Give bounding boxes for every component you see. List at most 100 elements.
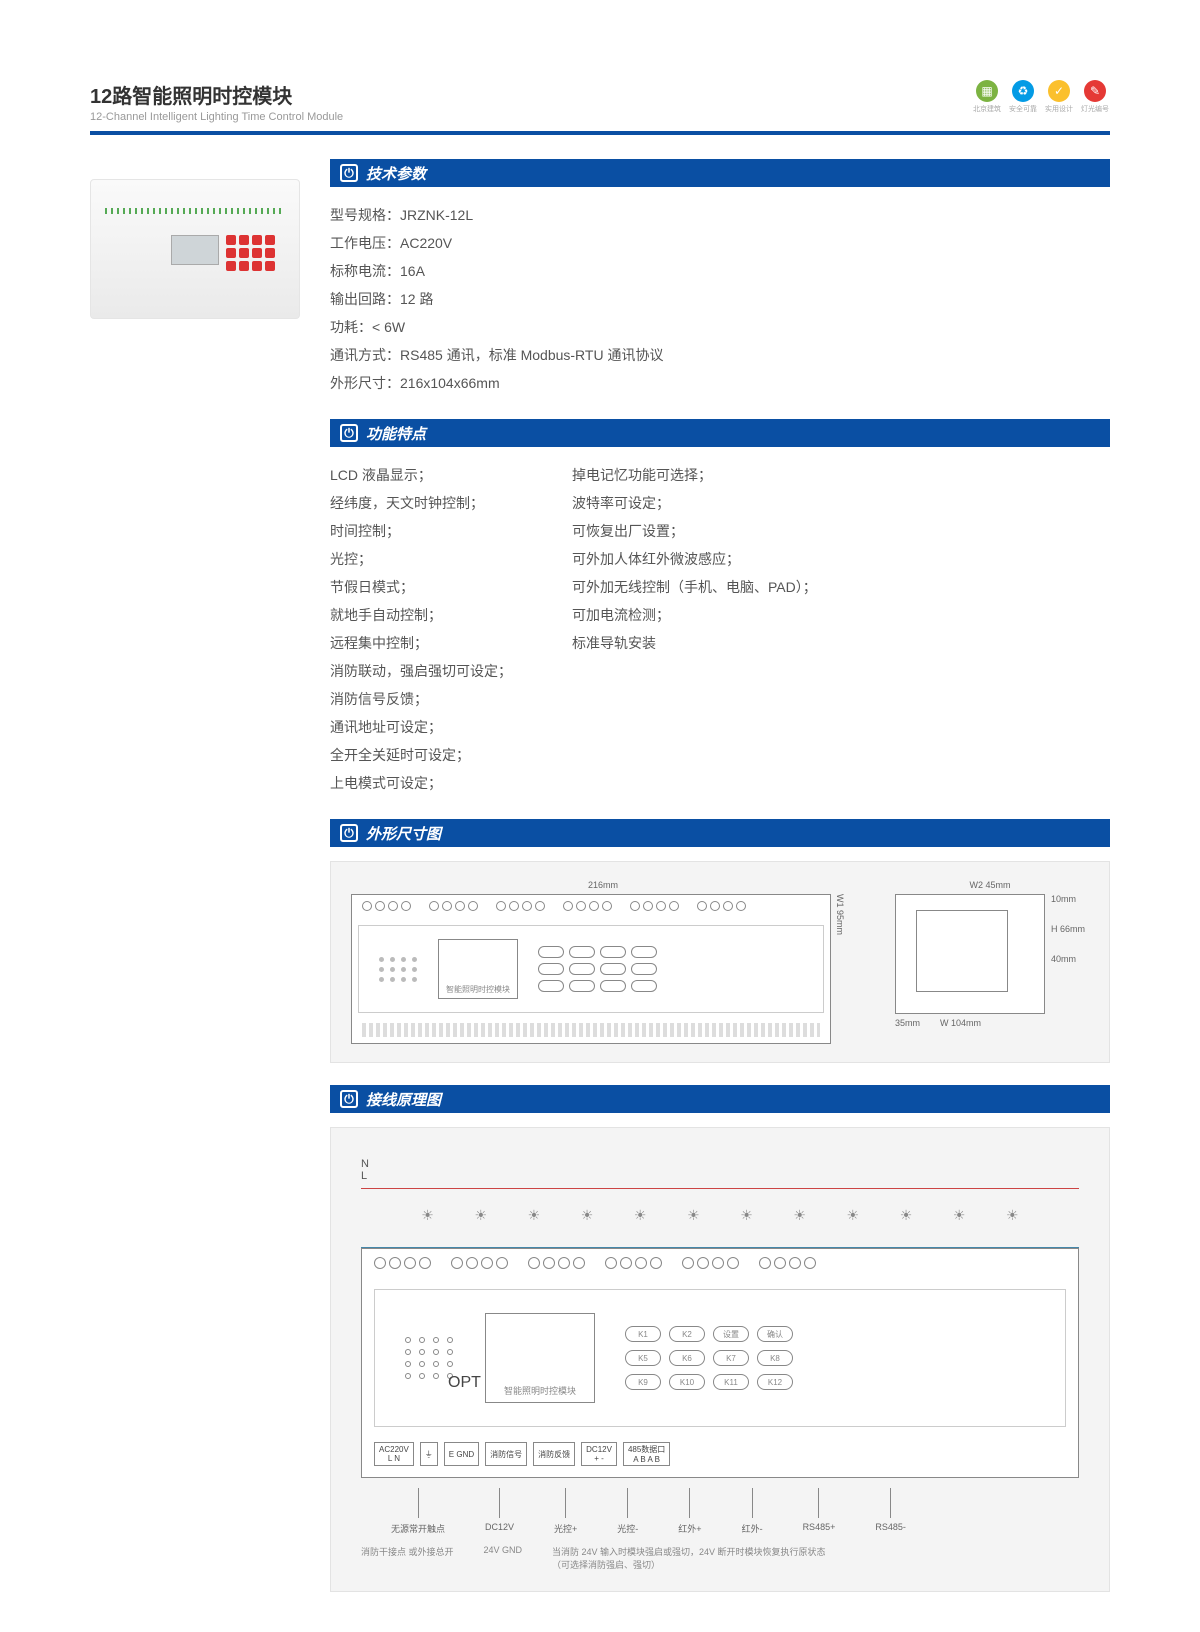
light-icon: ☀ bbox=[793, 1207, 806, 1224]
key-button: K10 bbox=[669, 1374, 705, 1390]
spec-val: RS485 通讯，标准 Modbus-RTU 通讯协议 bbox=[400, 347, 663, 363]
wiring-module: OPT 智能照明时控模块 K1K2设置确认K5K6K7K8K9K10K11K12… bbox=[361, 1248, 1079, 1478]
feature-item: 光控； bbox=[330, 545, 512, 573]
dimension-diagram: 216mm bbox=[330, 861, 1110, 1063]
feature-item: 可外加人体红外微波感应； bbox=[572, 545, 817, 573]
key-button: K1 bbox=[625, 1326, 661, 1342]
feature-item: 通讯地址可设定； bbox=[330, 713, 512, 741]
wire-n: N bbox=[361, 1158, 369, 1170]
power-icon: ⏻ bbox=[340, 164, 358, 182]
light-icon: ☀ bbox=[740, 1207, 753, 1224]
front-view: 智能照明时控模块 bbox=[351, 894, 831, 1044]
wire-l: L bbox=[361, 1170, 367, 1182]
light-icon: ☀ bbox=[687, 1207, 700, 1224]
feature-item: 上电模式可设定； bbox=[330, 769, 512, 797]
spec-key: 型号规格： bbox=[330, 201, 400, 229]
tail-label: 光控- bbox=[617, 1488, 638, 1535]
key-button: K11 bbox=[713, 1374, 749, 1390]
feature-item: 消防信号反馈； bbox=[330, 685, 512, 713]
badge-label: 灯光编号 bbox=[1081, 104, 1109, 114]
badge: ♻ 安全可靠 bbox=[1008, 80, 1038, 114]
dim-d2: 40mm bbox=[1051, 954, 1085, 964]
product-photo bbox=[90, 179, 300, 319]
badge-label: 安全可靠 bbox=[1009, 104, 1037, 114]
spec-key: 输出回路： bbox=[330, 285, 400, 313]
key-button: K6 bbox=[669, 1350, 705, 1366]
spec-row: 工作电压：AC220V bbox=[330, 229, 1110, 257]
terminal-block: 485数据口A B A B bbox=[623, 1442, 670, 1466]
tail-label: 无源常开触点 bbox=[391, 1488, 445, 1535]
tail-label: RS485- bbox=[875, 1488, 906, 1535]
section-head-dim: ⏻ 外形尺寸图 bbox=[330, 819, 1110, 847]
badge: ✎ 灯光编号 bbox=[1080, 80, 1110, 114]
dim-d1: 10mm bbox=[1051, 894, 1085, 904]
spec-row: 功耗：< 6W bbox=[330, 313, 1110, 341]
title-block: 12路智能照明时控模块 12-Channel Intelligent Light… bbox=[90, 80, 343, 123]
badge-icon: ▦ bbox=[976, 80, 998, 102]
feature-item: 波特率可设定； bbox=[572, 489, 817, 517]
light-icon: ☀ bbox=[847, 1207, 860, 1224]
spec-list: 型号规格：JRZNK-12L工作电压：AC220V标称电流：16A输出回路：12… bbox=[330, 201, 1110, 397]
spec-val: 16A bbox=[400, 263, 425, 279]
key-button: 确认 bbox=[757, 1326, 793, 1342]
spec-row: 外形尺寸：216x104x66mm bbox=[330, 369, 1110, 397]
key-button: 设置 bbox=[713, 1326, 749, 1342]
wiring-title: 接线原理图 bbox=[366, 1089, 441, 1110]
badge-label: 北京建筑 bbox=[973, 104, 1001, 114]
section-head-wiring: ⏻ 接线原理图 bbox=[330, 1085, 1110, 1113]
badge-icon: ♻ bbox=[1012, 80, 1034, 102]
wiring-diagram: NL ☀☀☀☀☀☀☀☀☀☀☀☀ OPT 智能照明时控模块 bbox=[330, 1127, 1110, 1592]
tail-label: 红外- bbox=[742, 1488, 763, 1535]
section-head-feat: ⏻ 功能特点 bbox=[330, 419, 1110, 447]
badge-label: 实用设计 bbox=[1045, 104, 1073, 114]
spec-key: 外形尺寸： bbox=[330, 369, 400, 397]
badge: ✓ 实用设计 bbox=[1044, 80, 1074, 114]
spec-val: < 6W bbox=[372, 319, 405, 335]
terminal-block: E GND bbox=[444, 1442, 479, 1466]
spec-key: 标称电流： bbox=[330, 257, 400, 285]
spec-key: 工作电压： bbox=[330, 229, 400, 257]
light-icon: ☀ bbox=[900, 1207, 913, 1224]
badge-icon: ✎ bbox=[1084, 80, 1106, 102]
note-mid: 24V GND bbox=[484, 1545, 523, 1571]
header-badges: ▦ 北京建筑 ♻ 安全可靠 ✓ 实用设计 ✎ 灯光编号 bbox=[972, 80, 1110, 114]
spec-key: 功耗： bbox=[330, 313, 372, 341]
tail-label: DC12V bbox=[485, 1488, 514, 1535]
feature-item: 可恢复出厂设置； bbox=[572, 517, 817, 545]
side-view bbox=[895, 894, 1045, 1014]
dim-width: 216mm bbox=[351, 880, 855, 890]
tail-label: RS485+ bbox=[803, 1488, 836, 1535]
feature-item: 消防联动，强启强切可设定； bbox=[330, 657, 512, 685]
terminal-block: DC12V+ - bbox=[581, 1442, 617, 1466]
dim-h1: W1 95mm bbox=[835, 894, 845, 1044]
feature-item: 标准导轨安装 bbox=[572, 629, 817, 657]
feature-item: 远程集中控制； bbox=[330, 629, 512, 657]
spec-row: 型号规格：JRZNK-12L bbox=[330, 201, 1110, 229]
spec-row: 通讯方式：RS485 通讯，标准 Modbus-RTU 通讯协议 bbox=[330, 341, 1110, 369]
spec-row: 输出回路：12 路 bbox=[330, 285, 1110, 313]
terminal-block: AC220VL N bbox=[374, 1442, 414, 1466]
light-icon: ☀ bbox=[581, 1207, 594, 1224]
feature-item: 全开全关延时可设定； bbox=[330, 741, 512, 769]
spec-row: 标称电流：16A bbox=[330, 257, 1110, 285]
terminal-block: ⏚ bbox=[420, 1442, 438, 1466]
light-icon: ☀ bbox=[953, 1207, 966, 1224]
key-button: K2 bbox=[669, 1326, 705, 1342]
dim-title: 外形尺寸图 bbox=[366, 823, 441, 844]
feature-item: 时间控制； bbox=[330, 517, 512, 545]
wiring-lcd-label: 智能照明时控模块 bbox=[485, 1313, 595, 1403]
feature-item: 可加电流检测； bbox=[572, 601, 817, 629]
dim-depth: W 104mm bbox=[940, 1018, 981, 1028]
power-icon: ⏻ bbox=[340, 824, 358, 842]
key-button: K12 bbox=[757, 1374, 793, 1390]
dim-w2: W2 45mm bbox=[895, 880, 1085, 890]
badge: ▦ 北京建筑 bbox=[972, 80, 1002, 114]
tail-label: 红外+ bbox=[678, 1488, 701, 1535]
power-icon: ⏻ bbox=[340, 424, 358, 442]
light-icon: ☀ bbox=[1006, 1207, 1019, 1224]
spec-key: 通讯方式： bbox=[330, 341, 400, 369]
badge-icon: ✓ bbox=[1048, 80, 1070, 102]
terminal-block: 消防反馈 bbox=[533, 1442, 575, 1466]
light-icon: ☀ bbox=[528, 1207, 541, 1224]
key-button: K5 bbox=[625, 1350, 661, 1366]
